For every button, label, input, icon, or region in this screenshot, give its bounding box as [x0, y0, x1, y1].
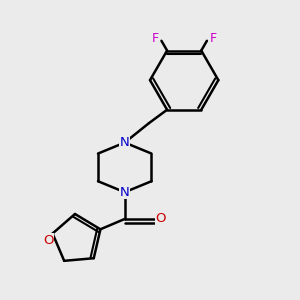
Text: F: F	[210, 32, 217, 46]
Text: N: N	[120, 186, 130, 199]
Text: N: N	[120, 136, 130, 149]
Text: O: O	[156, 212, 166, 226]
Text: F: F	[151, 32, 158, 46]
Text: O: O	[43, 233, 53, 247]
